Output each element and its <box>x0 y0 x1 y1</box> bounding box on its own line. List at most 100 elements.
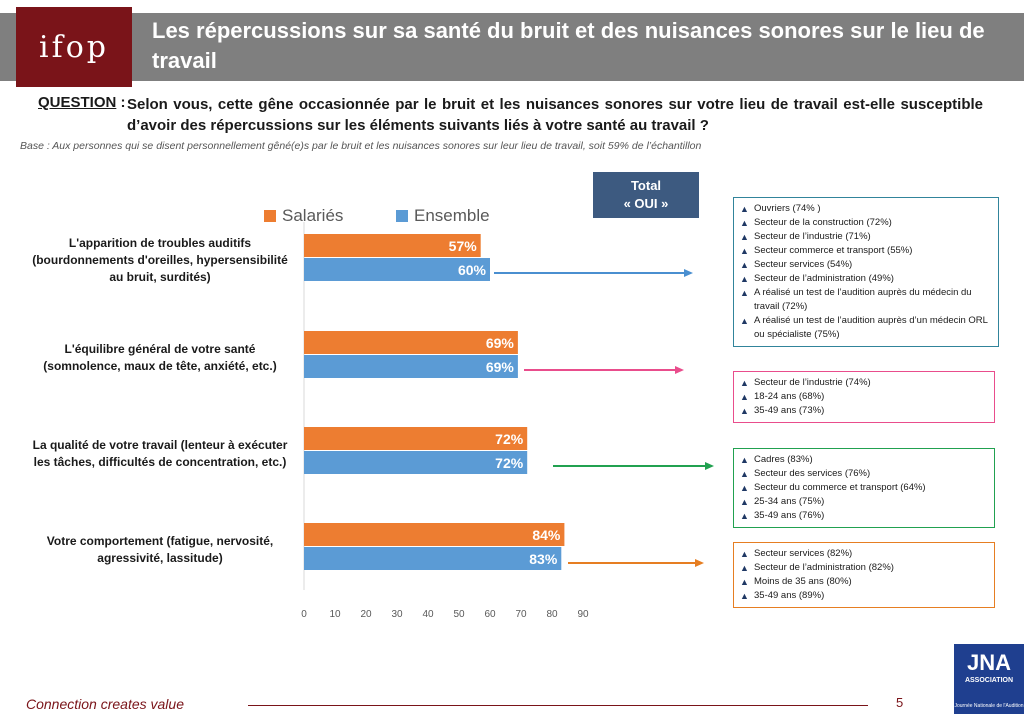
subgroup-item: ▲ Secteur services (82%) <box>740 547 988 561</box>
subgroup-item-text: Secteur de la construction (72%) <box>754 217 892 228</box>
subgroup-item: ▲ Secteur de l’industrie (74%) <box>740 376 988 390</box>
bar-value-label: 84% <box>532 527 561 543</box>
legend-swatch-ensemble <box>396 210 408 222</box>
triangle-up-icon: ▲ <box>740 511 749 521</box>
triangle-up-icon: ▲ <box>740 591 749 601</box>
arrowhead <box>675 366 684 374</box>
x-tick-label: 30 <box>391 609 403 620</box>
bar-salaries <box>304 523 565 546</box>
bar-salaries <box>304 331 518 354</box>
bar-value-label: 83% <box>529 551 558 567</box>
subgroup-item-text: 35-49 ans (76%) <box>754 510 825 521</box>
category-label-1: L'apparition de troubles auditifs (bourdo… <box>32 236 288 284</box>
x-tick-label: 90 <box>577 609 589 620</box>
subgroup-item: ▲ Secteur de la construction (72%) <box>740 216 992 230</box>
subgroup-item-text: Cadres (83%) <box>754 454 813 465</box>
subgroup-item: ▲ Cadres (83%) <box>740 453 988 467</box>
category-label-2: L'équilibre général de votre santé (somno… <box>43 342 277 373</box>
subgroup-item-text: Secteur de l’administration (82%) <box>754 562 894 573</box>
subgroup-item-text: Secteur services (54%) <box>754 259 853 270</box>
triangle-up-icon: ▲ <box>740 204 749 214</box>
legend-item-salaries: Salariés <box>264 206 343 226</box>
triangle-up-icon: ▲ <box>740 316 749 326</box>
x-tick-label: 80 <box>546 609 558 620</box>
subgroup-item-text: Secteur de l’industrie (74%) <box>754 377 871 388</box>
subgroup-item-text: 18-24 ans (68%) <box>754 391 825 402</box>
subgroup-item: ▲ 35-49 ans (73%) <box>740 404 988 418</box>
subgroup-item-text: Secteur des services (76%) <box>754 468 871 479</box>
subgroup-item: ▲ 25-34 ans (75%) <box>740 495 988 509</box>
subgroup-item: ▲ Secteur de l’industrie (71%) <box>740 230 992 244</box>
subgroup-item-text: Secteur du commerce et transport (64%) <box>754 482 926 493</box>
legend-item-ensemble: Ensemble <box>396 206 490 226</box>
subgroup-item: ▲ A réalisé un test de l’audition auprès … <box>740 314 992 342</box>
header-band <box>0 13 1024 81</box>
triangle-up-icon: ▲ <box>740 232 749 242</box>
arrowhead <box>695 559 704 567</box>
question-text: Selon vous, cette gêne occasionnée par l… <box>127 96 983 134</box>
bar-salaries <box>304 234 481 257</box>
x-tick-label: 40 <box>422 609 434 620</box>
triangle-up-icon: ▲ <box>740 406 749 416</box>
legend-swatch-salaries <box>264 210 276 222</box>
subgroup-item-text: Secteur services (82%) <box>754 548 853 559</box>
subgroup-item: ▲ Secteur des services (76%) <box>740 467 988 481</box>
subgroup-item-text: Secteur de l’administration (49%) <box>754 273 894 284</box>
jna-logo: JNA ASSOCIATION Journée Nationale de l'A… <box>954 644 1024 714</box>
subgroup-item-text: 35-49 ans (89%) <box>754 590 825 601</box>
x-tick-label: 70 <box>515 609 527 620</box>
triangle-up-icon: ▲ <box>740 577 749 587</box>
subgroup-box-2: ▲ Secteur de l’industrie (74%) ▲ 18-24 ans … <box>733 371 995 423</box>
page-number: 5 <box>896 695 904 710</box>
triangle-up-icon: ▲ <box>740 378 749 388</box>
legend-label-salaries: Salariés <box>282 206 344 225</box>
triangle-up-icon: ▲ <box>740 246 749 256</box>
legend-label-ensemble: Ensemble <box>414 206 490 225</box>
triangle-up-icon: ▲ <box>740 455 749 465</box>
bar-ensemble <box>304 258 490 281</box>
x-tick-label: 0 <box>301 609 307 620</box>
subgroup-box-1: ▲ Ouvriers (74% ) ▲ Secteur de la construct… <box>733 197 999 347</box>
total-oui-box: Total « OUI » <box>593 172 699 218</box>
subgroup-item-text: A réalisé un test de l’audition auprès d… <box>754 287 972 312</box>
page-title: Les répercussions sur sa santé du bruit … <box>152 18 985 73</box>
triangle-up-icon: ▲ <box>740 549 749 559</box>
bar-salaries <box>304 427 528 450</box>
arrowhead <box>705 462 714 470</box>
bar-value-label: 72% <box>495 455 524 471</box>
subgroup-item: ▲ 35-49 ans (89%) <box>740 589 988 603</box>
arrowhead <box>684 269 693 277</box>
subgroup-item-text: A réalisé un test de l’audition auprès d… <box>754 315 988 340</box>
total-oui-label: « OUI » <box>623 196 669 211</box>
triangle-up-icon: ▲ <box>740 274 749 284</box>
bar-value-label: 57% <box>449 238 478 254</box>
subgroup-item-text: Ouvriers (74% ) <box>754 203 821 214</box>
x-tick-label: 60 <box>484 609 496 620</box>
base-note: Base : Aux personnes qui se disent perso… <box>20 140 702 152</box>
triangle-up-icon: ▲ <box>740 260 749 270</box>
ifop-logo: ifop <box>16 7 132 87</box>
triangle-up-icon: ▲ <box>740 497 749 507</box>
subgroup-item-text: Secteur commerce et transport (55%) <box>754 245 913 256</box>
subgroup-item-text: Moins de 35 ans (80%) <box>754 576 852 587</box>
subgroup-item-text: Secteur de l’industrie (71%) <box>754 231 871 242</box>
question-label: QUESTION : <box>38 94 126 111</box>
x-tick-label: 20 <box>360 609 372 620</box>
subgroup-item: ▲ Secteur services (54%) <box>740 258 992 272</box>
subgroup-item: ▲ 35-49 ans (76%) <box>740 509 988 523</box>
subgroup-item: ▲ Secteur de l’administration (49%) <box>740 272 992 286</box>
subgroup-item-text: 25-34 ans (75%) <box>754 496 825 507</box>
triangle-up-icon: ▲ <box>740 563 749 573</box>
bar-value-label: 69% <box>486 335 515 351</box>
subgroup-item: ▲ Moins de 35 ans (80%) <box>740 575 988 589</box>
subgroup-box-4: ▲ Secteur services (82%) ▲ Secteur de l’adm… <box>733 542 995 608</box>
triangle-up-icon: ▲ <box>740 288 749 298</box>
x-tick-label: 10 <box>329 609 341 620</box>
subgroup-box-3: ▲ Cadres (83%) ▲ Secteur des services (76%)… <box>733 448 995 528</box>
subgroup-item: ▲ Secteur de l’administration (82%) <box>740 561 988 575</box>
bar-ensemble <box>304 547 562 570</box>
subgroup-item: ▲ 18-24 ans (68%) <box>740 390 988 404</box>
bar-ensemble <box>304 355 518 378</box>
total-label: Total <box>630 178 662 193</box>
